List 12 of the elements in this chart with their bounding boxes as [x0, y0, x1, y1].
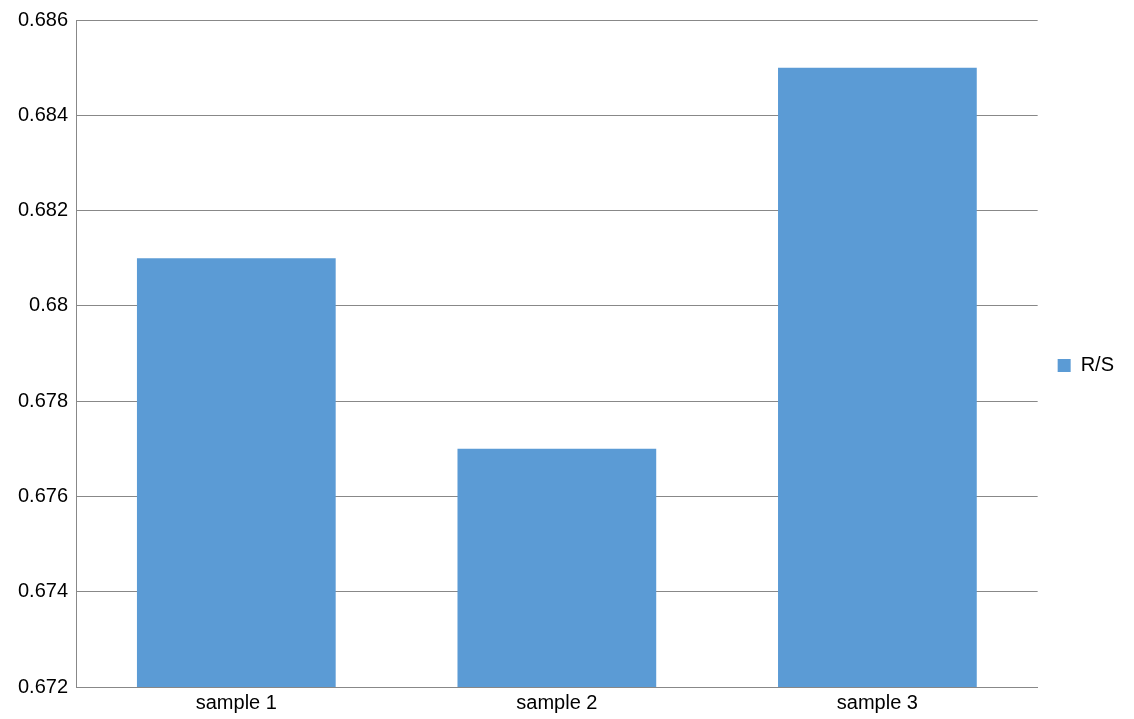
y-tick-label: 0.674 — [17, 579, 69, 602]
y-tick-label: 0.678 — [17, 388, 69, 411]
y-tick-label: 0.684 — [17, 102, 69, 125]
x-tick-label: sample 3 — [836, 690, 918, 713]
y-tick-label: 0.686 — [17, 7, 69, 30]
y-tick-label: 0.676 — [17, 483, 69, 506]
x-tick-label: sample 2 — [516, 690, 598, 713]
y-tick-label: 0.672 — [17, 674, 69, 697]
y-tick-label: 0.682 — [17, 198, 69, 221]
legend-label: R/S — [1080, 353, 1114, 376]
x-tick-label: sample 1 — [195, 690, 277, 713]
y-tick-label: 0.68 — [29, 293, 69, 316]
